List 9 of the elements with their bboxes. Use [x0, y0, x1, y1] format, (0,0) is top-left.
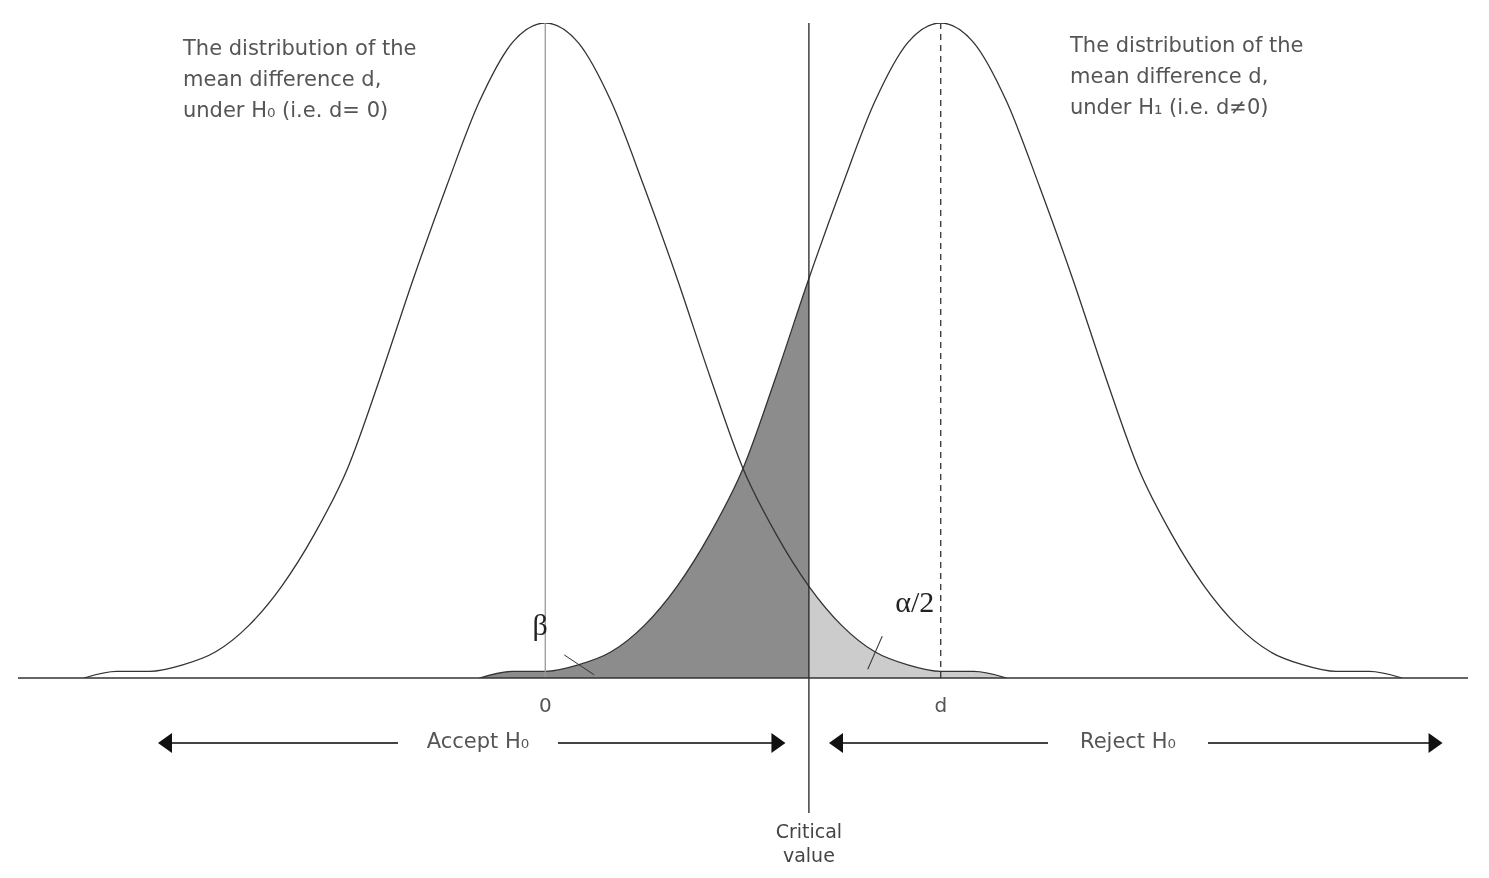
text: Reject H₀ [1048, 726, 1208, 757]
text: Critical value [775, 820, 843, 866]
text: Accept H₀ [398, 726, 558, 757]
x-tick-label: 0 [538, 693, 552, 718]
annotation: The distribution of the mean difference d, under H₁ (i.e. d≠0) [1070, 32, 1304, 121]
x-tick-label: d [934, 693, 948, 718]
series-label: β [532, 607, 548, 641]
annotation: The distribution of the mean difference d, under H₀ (i.e. d= 0) [183, 35, 417, 124]
series-label: α/2 [895, 584, 935, 618]
